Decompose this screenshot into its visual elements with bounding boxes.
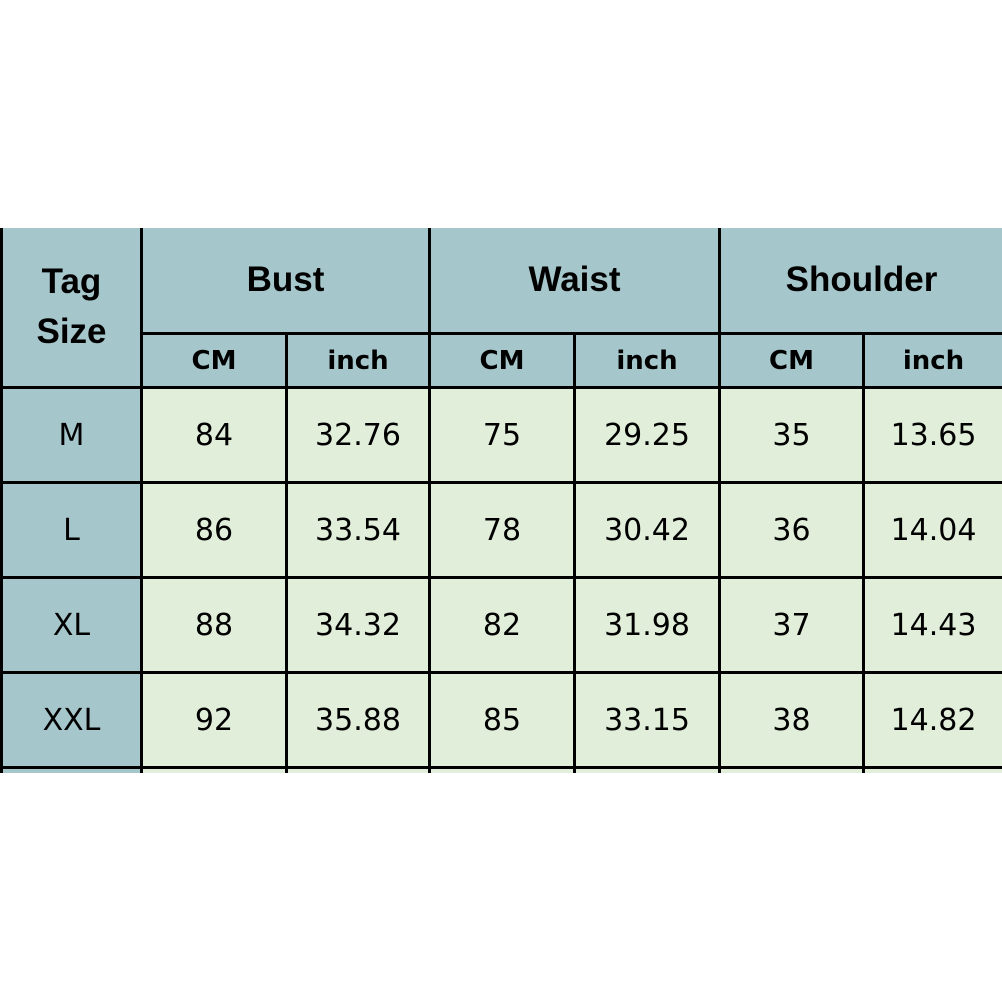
shoulder-inch-value: 14.04 — [862, 481, 1002, 579]
table-unit-row: CM inch CM inch CM inch — [2, 332, 1002, 389]
waist-cm-value: 75 — [428, 386, 576, 484]
size-chart-table: Tag Size Bust Waist Shoulder CM inch CM … — [0, 228, 1002, 773]
unit-header-waist-cm: CM — [428, 332, 576, 389]
waist-inch-value: 33.15 — [572, 671, 722, 769]
shoulder-inch-value: 14.82 — [862, 671, 1002, 769]
shoulder-inch-value: 13.65 — [862, 386, 1002, 484]
table-row-xxl: XXL 92 35.88 85 33.15 38 14.82 — [0, 671, 1002, 769]
waist-cm-value: 78 — [428, 481, 576, 579]
cropped-cell — [428, 766, 576, 773]
shoulder-cm-value: 37 — [718, 576, 866, 674]
cropped-cell — [0, 766, 143, 773]
size-label: M — [0, 386, 143, 484]
waist-inch-value: 31.98 — [572, 576, 722, 674]
unit-header-shoulder-inch: inch — [862, 332, 1002, 389]
table-row-m: M 84 32.76 75 29.25 35 13.65 — [0, 386, 1002, 484]
table-row-xl: XL 88 34.32 82 31.98 37 14.43 — [0, 576, 1002, 674]
bust-inch-value: 35.88 — [285, 671, 431, 769]
corner-header-tag-size: Tag Size — [0, 228, 143, 389]
waist-cm-value: 82 — [428, 576, 576, 674]
unit-header-bust-cm: CM — [140, 332, 288, 389]
shoulder-inch-value: 14.43 — [862, 576, 1002, 674]
cropped-cell — [572, 766, 722, 773]
bust-cm-value: 88 — [140, 576, 288, 674]
bust-inch-value: 32.76 — [285, 386, 431, 484]
shoulder-cm-value: 35 — [718, 386, 866, 484]
bust-inch-value: 34.32 — [285, 576, 431, 674]
size-label: XL — [0, 576, 143, 674]
cropped-next-row-strip — [0, 766, 1002, 773]
bust-cm-value: 84 — [140, 386, 288, 484]
table-header-row: Tag Size Bust Waist Shoulder — [0, 228, 1002, 389]
table-row-l: L 86 33.54 78 30.42 36 14.04 — [0, 481, 1002, 579]
waist-inch-value: 29.25 — [572, 386, 722, 484]
bust-cm-value: 92 — [140, 671, 288, 769]
unit-header-shoulder-cm: CM — [718, 332, 866, 389]
cropped-cell — [862, 766, 1002, 773]
unit-header-waist-inch: inch — [572, 332, 722, 389]
bust-cm-value: 86 — [140, 481, 288, 579]
size-label: L — [0, 481, 143, 579]
waist-cm-value: 85 — [428, 671, 576, 769]
shoulder-cm-value: 36 — [718, 481, 866, 579]
column-group-shoulder: Shoulder — [718, 228, 1002, 335]
cropped-cell — [285, 766, 431, 773]
cropped-cell — [140, 766, 288, 773]
waist-inch-value: 30.42 — [572, 481, 722, 579]
cropped-cell — [718, 766, 866, 773]
shoulder-cm-value: 38 — [718, 671, 866, 769]
unit-header-bust-inch: inch — [285, 332, 431, 389]
column-group-waist: Waist — [427, 228, 722, 335]
bust-inch-value: 33.54 — [285, 481, 431, 579]
column-group-bust: Bust — [140, 228, 431, 335]
size-label: XXL — [0, 671, 143, 769]
